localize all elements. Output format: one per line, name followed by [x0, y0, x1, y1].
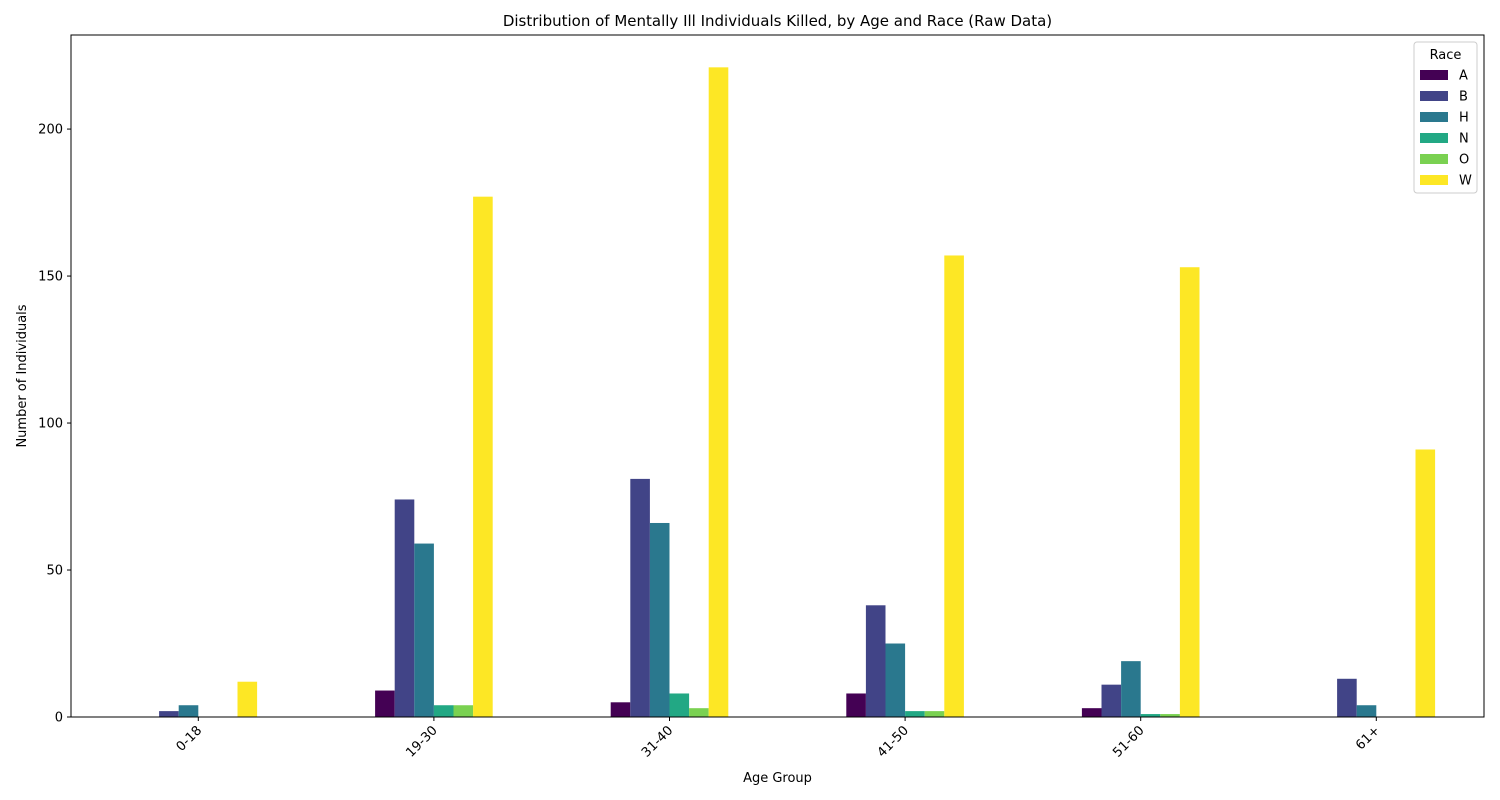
x-axis-label: Age Group	[743, 771, 812, 786]
legend-swatch-O	[1420, 154, 1448, 164]
legend-label-A: A	[1459, 69, 1468, 84]
y-tick-label: 0	[55, 711, 63, 726]
bar-A-41-50	[846, 693, 866, 717]
x-axis: 0-18 19-30 31-40 41-50 51-60 61+	[174, 717, 1383, 761]
y-tick-label: 150	[38, 270, 63, 285]
x-tick-label: 61+	[1353, 723, 1383, 753]
bar-W-0-18	[237, 681, 258, 717]
legend-swatch-B	[1420, 91, 1448, 101]
chart-title: Distribution of Mentally Ill Individuals…	[503, 12, 1052, 30]
legend-label-N: N	[1459, 132, 1469, 147]
bar-N-19-30	[433, 705, 454, 717]
legend-swatch-H	[1420, 112, 1448, 122]
x-tick-label: 31-40	[639, 723, 676, 760]
bar-W-31-40	[708, 67, 729, 718]
bar-N-51-60	[1140, 714, 1161, 717]
bar-H-19-30	[414, 543, 434, 717]
bar-A-19-30	[375, 690, 395, 717]
bar-B-61+	[1337, 678, 1357, 717]
bar-N-31-40	[669, 693, 690, 717]
bar-H-61+	[1356, 705, 1377, 717]
bar-W-19-30	[473, 196, 493, 717]
y-tick-label: 200	[38, 123, 63, 138]
x-tick-label: 0-18	[174, 723, 205, 754]
bar-H-31-40	[649, 522, 670, 717]
bar-H-51-60	[1121, 661, 1141, 717]
x-tick-label: 51-60	[1110, 723, 1147, 760]
legend-title: Race	[1430, 48, 1462, 63]
bar-H-0-18	[178, 705, 199, 717]
bar-B-0-18	[159, 711, 179, 717]
bar-O-19-30	[453, 705, 474, 717]
bar-N-41-50	[905, 711, 925, 717]
bar-W-51-60	[1179, 267, 1200, 717]
y-axis-label: Number of Individuals	[15, 304, 30, 447]
legend-swatch-N	[1420, 133, 1448, 143]
legend-label-O: O	[1459, 153, 1469, 168]
y-axis: 0 50 100 150 200	[38, 123, 71, 726]
bar-W-61+	[1415, 449, 1436, 717]
bar-B-41-50	[865, 605, 886, 717]
bar-W-41-50	[944, 255, 964, 717]
x-tick-label: 19-30	[403, 723, 440, 760]
bar-A-31-40	[610, 702, 631, 717]
bar-O-31-40	[689, 708, 709, 717]
y-tick-label: 50	[46, 564, 63, 579]
y-tick-label: 100	[38, 417, 63, 432]
bar-A-51-60	[1081, 708, 1102, 717]
bars-group	[159, 67, 1436, 718]
legend-label-W: W	[1459, 174, 1472, 189]
bar-B-31-40	[630, 478, 650, 717]
legend-swatch-W	[1420, 175, 1448, 185]
legend-swatch-A	[1420, 70, 1448, 80]
bar-O-41-50	[924, 711, 945, 717]
legend-label-H: H	[1459, 111, 1469, 126]
bar-B-51-60	[1101, 684, 1122, 717]
bar-O-51-60	[1160, 714, 1180, 717]
legend-label-B: B	[1459, 90, 1468, 105]
bar-B-19-30	[394, 499, 415, 717]
bar-H-41-50	[885, 643, 906, 717]
plot-frame	[70, 34, 1485, 718]
x-tick-label: 41-50	[875, 723, 912, 760]
